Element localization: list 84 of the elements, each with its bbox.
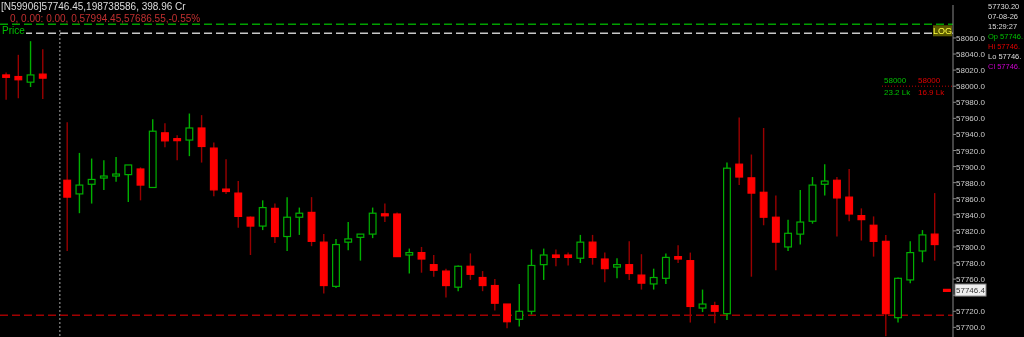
candlestick <box>222 158 230 195</box>
y-tick-label: 57920.0 <box>956 146 986 156</box>
candlestick <box>417 246 426 274</box>
y-tick-label: 57880.0 <box>956 178 986 188</box>
y-tick-label: 58020.0 <box>956 66 986 76</box>
candlestick <box>2 71 11 101</box>
y-tick-label: 57900.0 <box>956 162 986 172</box>
y-tick-label: 58000.0 <box>956 82 986 92</box>
candlestick <box>356 233 365 262</box>
candlestick <box>796 189 805 246</box>
y-tick-label: 57840.0 <box>956 210 986 220</box>
candlestick <box>674 244 683 264</box>
candlestick <box>551 248 560 267</box>
candlestick <box>845 168 854 222</box>
annotation: 58000 <box>918 76 941 86</box>
candlestick <box>112 156 121 183</box>
y-tick-label: 58060.0 <box>956 33 986 43</box>
candlestick <box>283 196 292 252</box>
candlestick <box>735 116 744 186</box>
y-tick-label: 58040.0 <box>956 50 986 60</box>
text: 0, 0.00: 0.00, 0,57994.45,57686.55,-0.55% <box>10 13 201 24</box>
y-tick-label: 57780.0 <box>956 259 986 269</box>
candlestick <box>160 122 169 148</box>
annotation: 16.9 Lk <box>918 88 946 98</box>
candlestick <box>857 207 866 242</box>
candlestick <box>625 240 634 281</box>
candlestick <box>820 163 829 197</box>
candlestick <box>832 176 841 238</box>
candlestick <box>63 121 72 252</box>
y-tick-label: 57760.0 <box>956 275 986 285</box>
candlestick <box>87 157 96 205</box>
candlestick <box>197 114 206 164</box>
y-tick-label: 57980.0 <box>956 98 986 108</box>
candlestick <box>576 234 585 264</box>
candlestick <box>75 152 84 214</box>
candlestick <box>698 288 707 313</box>
candlestick <box>99 159 108 191</box>
candlestick <box>26 40 35 88</box>
candlestick <box>539 247 548 281</box>
candlestick <box>295 206 304 236</box>
candlestick <box>38 48 47 100</box>
candlestick <box>869 215 878 258</box>
candlestick <box>600 251 609 284</box>
candlestick <box>466 252 475 281</box>
ref-line-label: LOG <box>932 26 953 37</box>
annotation: 58000 <box>884 76 907 86</box>
candlestick <box>747 153 756 278</box>
candlestick <box>661 252 670 285</box>
candlestick <box>405 247 414 275</box>
candlestick <box>380 202 389 223</box>
candlestick <box>124 164 133 203</box>
candlestick <box>637 253 646 291</box>
y-tick-label: 57720.0 <box>956 307 986 317</box>
candlestick <box>234 180 243 229</box>
candlestick <box>246 215 255 256</box>
y-tick-label: 57940.0 <box>956 130 986 140</box>
candlestick <box>258 199 267 231</box>
candlestick <box>14 54 23 99</box>
y-tick-label: 57800.0 <box>956 242 986 252</box>
candlestick <box>429 254 438 278</box>
y-axis-title: Price <box>2 25 26 36</box>
candlestick <box>588 234 597 266</box>
candlestick <box>784 218 793 252</box>
candlestick <box>918 229 927 263</box>
candlestick <box>649 267 658 291</box>
candlestick <box>173 134 182 161</box>
candlestick <box>930 192 939 262</box>
annotation: 57746.4 <box>956 286 986 296</box>
candlestick <box>185 112 194 157</box>
y-tick-label: 57820.0 <box>956 226 986 236</box>
candlestick <box>344 221 353 251</box>
candlestick <box>490 278 499 312</box>
y-tick-label: 57860.0 <box>956 194 986 204</box>
candlestick <box>478 270 487 292</box>
candlestick <box>454 264 463 292</box>
chart-title: [N59906]57746.45,198738586, 398.96 Cr <box>1 1 187 12</box>
annotation: 23.2 Lk <box>884 88 912 98</box>
y-tick-label: 57700.0 <box>956 323 986 333</box>
candlestick <box>136 166 145 202</box>
y-tick-label: 57960.0 <box>956 114 986 124</box>
candlestick <box>515 283 524 328</box>
candlestick <box>442 267 450 299</box>
candlestick <box>368 206 377 239</box>
candlestick <box>613 257 621 280</box>
